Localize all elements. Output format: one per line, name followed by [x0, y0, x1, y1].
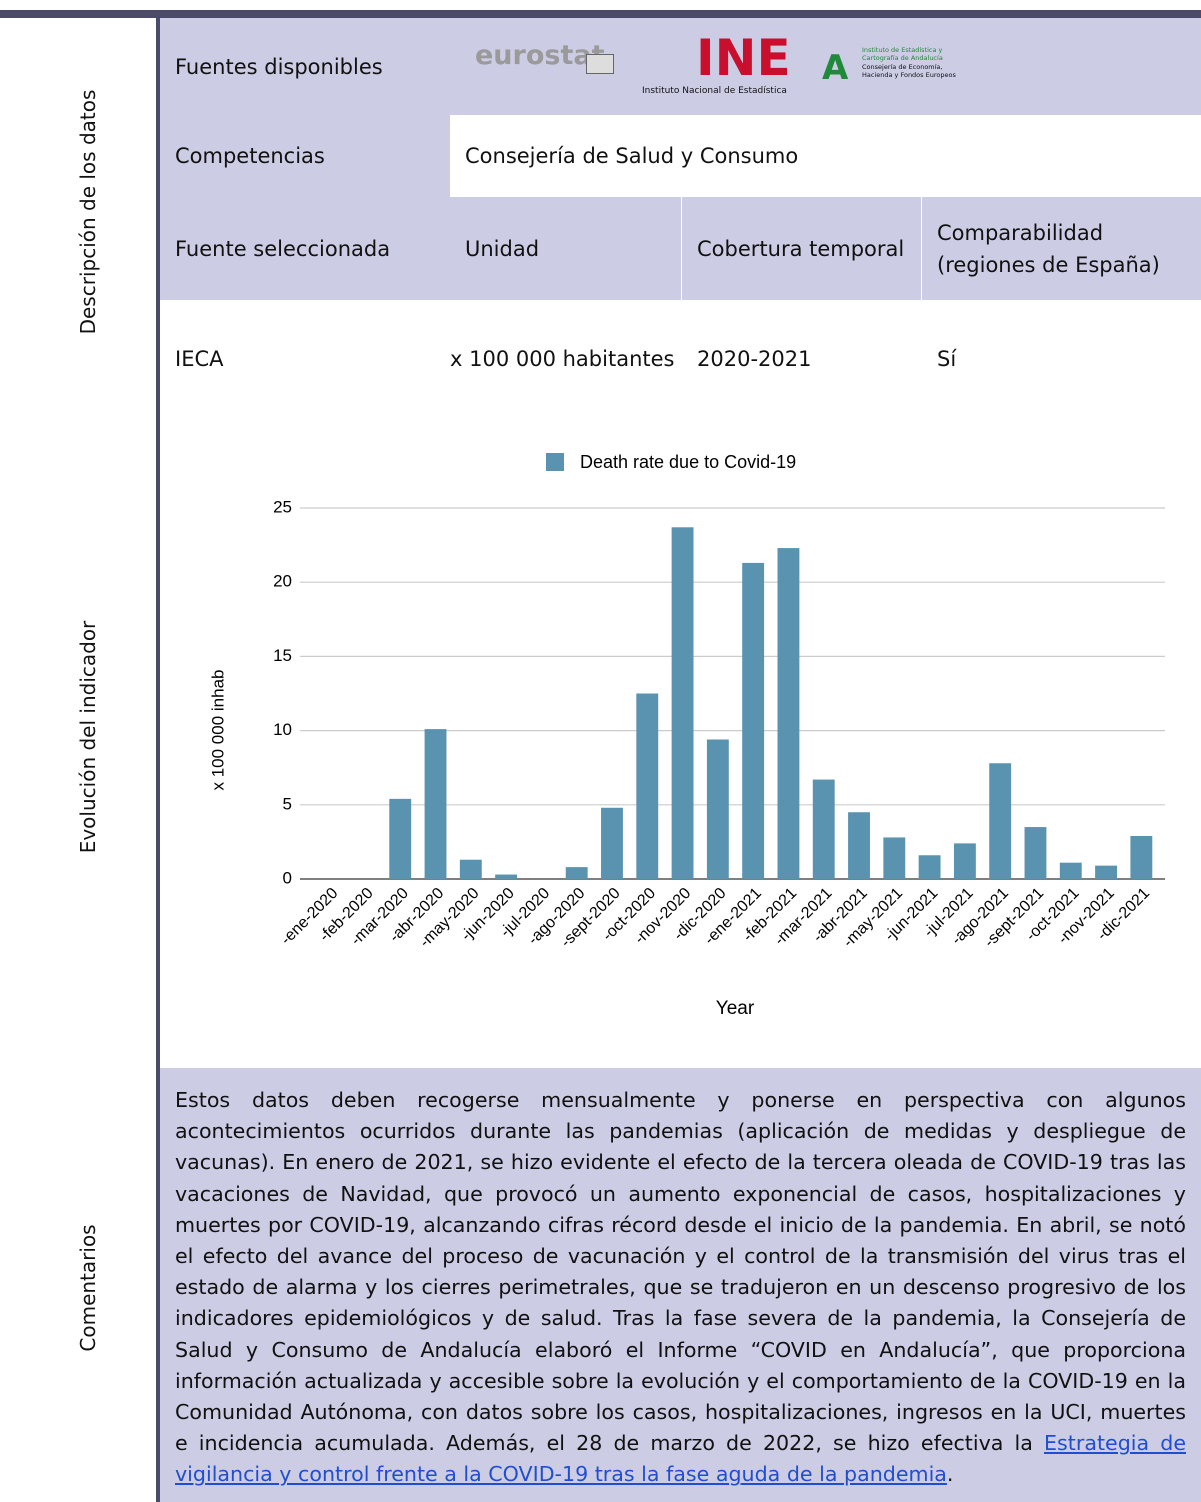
comments-end: .	[946, 1462, 954, 1487]
bar	[1130, 835, 1153, 879]
header-cell: Cobertura temporal	[682, 197, 921, 300]
logo-caption: Instituto de Estadística y Cartografía d…	[862, 46, 943, 62]
logo-flag	[586, 54, 614, 74]
logo-caption: Consejería de Economía, Hacienda y Fondo…	[862, 63, 956, 79]
chart: Year x 100 000 inhab 0 5 10 15 20 25 Death rat…	[208, 452, 1165, 1019]
bar	[601, 807, 623, 879]
logo: eurostat	[475, 40, 605, 71]
value: Consejería de Salud y Consumo	[465, 144, 799, 168]
x-axis-title: Year	[716, 998, 755, 1019]
top-bar	[0, 10, 1201, 18]
bar	[848, 812, 870, 879]
label: Competencias	[160, 115, 450, 197]
bar	[565, 867, 588, 879]
side-label: Comentarios	[76, 1224, 100, 1352]
value-cell: IECA	[175, 347, 224, 371]
bar	[671, 527, 694, 879]
value-cell: x 100 000 habitantes	[450, 347, 675, 371]
bar	[706, 739, 729, 879]
y-tick-label: 0	[283, 868, 292, 887]
header-cell: Fuente seleccionada	[160, 197, 450, 300]
bar	[424, 729, 447, 879]
logo-caption: Instituto Nacional de Estadística	[642, 86, 787, 96]
bar	[636, 693, 659, 879]
y-tick-label: 5	[283, 794, 292, 813]
bar	[777, 548, 800, 879]
side-line	[156, 18, 160, 1502]
header-cell: Unidad	[450, 197, 681, 300]
y-tick-label: 10	[273, 720, 292, 739]
bar	[389, 798, 412, 879]
comments-text: Estos datos deben recogerse mensualmente…	[175, 1088, 1186, 1456]
bar	[918, 855, 941, 879]
logo: INE	[696, 29, 791, 87]
link[interactable]: Estrategia de vigilancia y control frent…	[175, 1431, 1186, 1487]
comments: Estos datos deben recogerse mensualmente…	[175, 1085, 1186, 1491]
y-tick-label: 25	[273, 497, 292, 516]
y-tick-label: 20	[273, 572, 292, 591]
sources-row: Fuentes disponibles	[160, 18, 1201, 115]
bar	[1095, 865, 1118, 879]
bar	[459, 859, 482, 879]
label: Fuentes disponibles	[175, 54, 383, 79]
bar	[989, 763, 1012, 879]
logo-mark: A	[822, 48, 849, 88]
value-cell: 2020-2021	[697, 347, 812, 371]
bar	[953, 843, 976, 879]
legend-label: Death rate due to Covid-19	[580, 452, 796, 472]
header-cell: Comparabilidad (regiones de España)	[922, 197, 1201, 300]
value-cell: Sí	[937, 347, 957, 371]
y-axis-title: x 100 000 inhab	[208, 670, 227, 791]
bar	[495, 874, 518, 879]
legend-swatch	[546, 453, 564, 471]
bar	[812, 779, 835, 879]
bar	[883, 837, 906, 879]
bar	[1024, 827, 1047, 879]
bar	[1059, 862, 1082, 879]
bar	[742, 562, 765, 879]
y-tick-label: 15	[273, 646, 292, 665]
comments-box: Estos datos deben recogerse mensualmente…	[160, 1068, 1201, 1502]
